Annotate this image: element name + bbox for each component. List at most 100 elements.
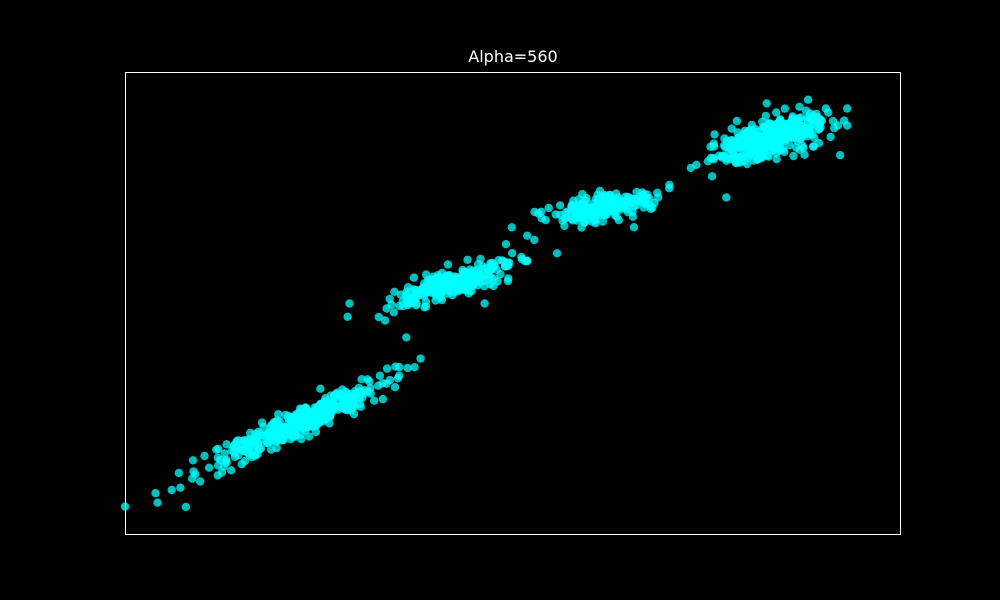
- scatter-point: [507, 223, 516, 232]
- scatter-point: [598, 217, 607, 226]
- scatter-point: [489, 281, 498, 291]
- scatter-point: [772, 128, 782, 138]
- scatter-point: [580, 218, 589, 227]
- scatter-point: [311, 427, 321, 437]
- scatter-point: [780, 104, 790, 113]
- scatter-point: [382, 304, 391, 313]
- scatter-point: [343, 312, 352, 321]
- scatter-point: [176, 483, 185, 492]
- scatter-point: [821, 104, 830, 113]
- scatter-point: [826, 132, 835, 142]
- scatter-point: [761, 140, 771, 149]
- scatter-point: [419, 279, 429, 288]
- scatter-point: [331, 389, 340, 399]
- scatter-point: [590, 215, 599, 225]
- scatter-point: [274, 410, 283, 419]
- scatter-point: [273, 431, 282, 440]
- scatter-point: [642, 198, 651, 207]
- scatter-point: [374, 312, 383, 322]
- scatter-point: [354, 383, 364, 392]
- scatter-point: [378, 394, 388, 404]
- scatter-point: [569, 196, 578, 205]
- scatter-point: [686, 163, 695, 173]
- scatter-point: [345, 299, 354, 308]
- scatter-point: [761, 111, 770, 121]
- scatter-point: [795, 102, 804, 112]
- scatter-point: [291, 414, 301, 423]
- scatter-point: [530, 235, 539, 245]
- scatter-point: [366, 389, 375, 398]
- scatter-point: [363, 375, 372, 384]
- scatter-point: [320, 397, 329, 406]
- scatter-point: [181, 502, 191, 512]
- scatter-point: [544, 203, 553, 213]
- scatter-point: [422, 288, 432, 297]
- scatter-point: [486, 265, 496, 274]
- scatter-point: [237, 460, 246, 469]
- scatter-point: [251, 451, 260, 460]
- scatter-point: [710, 142, 719, 151]
- scatter-point: [444, 280, 453, 290]
- scatter-point: [200, 451, 209, 461]
- scatter-point: [437, 295, 447, 305]
- scatter-point: [472, 271, 481, 281]
- scatter-point: [843, 104, 852, 113]
- scatter-point: [719, 141, 729, 150]
- scatter-point: [710, 130, 719, 139]
- scatter-point: [263, 438, 272, 448]
- scatter-point: [707, 172, 717, 181]
- scatter-point: [254, 427, 263, 436]
- scatter-point: [817, 116, 826, 126]
- scatter-point: [188, 456, 198, 465]
- scatter-point: [455, 280, 464, 289]
- scatter-point: [389, 308, 398, 317]
- scatter-point: [461, 272, 470, 281]
- scatter-point: [395, 362, 404, 372]
- scatter-point: [619, 197, 628, 206]
- scatter-point: [412, 301, 421, 310]
- scatter-point: [552, 249, 562, 258]
- scatter-point: [341, 395, 351, 404]
- scatter-point: [390, 287, 399, 296]
- scatter-point: [629, 223, 639, 232]
- scatter-point: [326, 408, 335, 417]
- scatter-point: [772, 155, 781, 164]
- scatter-point: [748, 137, 757, 146]
- scatter-point: [382, 379, 391, 388]
- scatter-point: [835, 151, 845, 160]
- scatter-point: [355, 399, 364, 409]
- scatter-point: [214, 444, 223, 454]
- scatter-point: [722, 154, 731, 163]
- scatter-point: [843, 121, 852, 130]
- scatter-point: [590, 206, 599, 215]
- scatter-point: [402, 291, 411, 300]
- scatter-point: [390, 383, 400, 392]
- scatter-point: [709, 155, 719, 164]
- scatter-point: [794, 115, 803, 124]
- scatter-point: [349, 409, 359, 419]
- scatter-point: [726, 139, 735, 149]
- scatter-point: [743, 145, 752, 154]
- scatter-point: [463, 255, 472, 264]
- scatter-point: [808, 119, 818, 129]
- scatter-point: [120, 502, 130, 511]
- scatter-point: [740, 129, 749, 138]
- scatter-point: [757, 152, 766, 161]
- scatter-point: [654, 193, 663, 202]
- scatter-point: [665, 180, 674, 189]
- scatter-point: [599, 201, 608, 211]
- scatter-point: [213, 453, 222, 462]
- scatter-point: [189, 467, 198, 476]
- scatter-point: [530, 207, 539, 217]
- scatter-point: [230, 448, 239, 457]
- scatter-point: [403, 298, 413, 307]
- scatter-point: [489, 274, 499, 283]
- plot-frame: [125, 72, 901, 535]
- scatter-point: [628, 207, 637, 216]
- scatter-point: [430, 282, 439, 292]
- scatter-point: [266, 423, 275, 432]
- scatter-point: [227, 466, 236, 475]
- scatter-point: [778, 119, 787, 128]
- scatter-point: [769, 146, 778, 155]
